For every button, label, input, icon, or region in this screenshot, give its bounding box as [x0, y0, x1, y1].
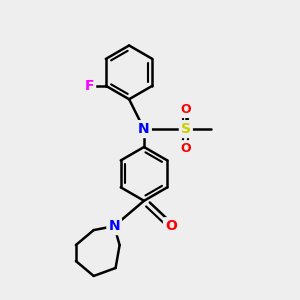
Text: N: N [108, 219, 120, 233]
Text: O: O [181, 142, 191, 155]
Text: N: N [138, 122, 150, 136]
Text: O: O [181, 103, 191, 116]
Text: F: F [85, 79, 94, 93]
Text: S: S [181, 122, 191, 136]
Text: O: O [165, 219, 177, 233]
